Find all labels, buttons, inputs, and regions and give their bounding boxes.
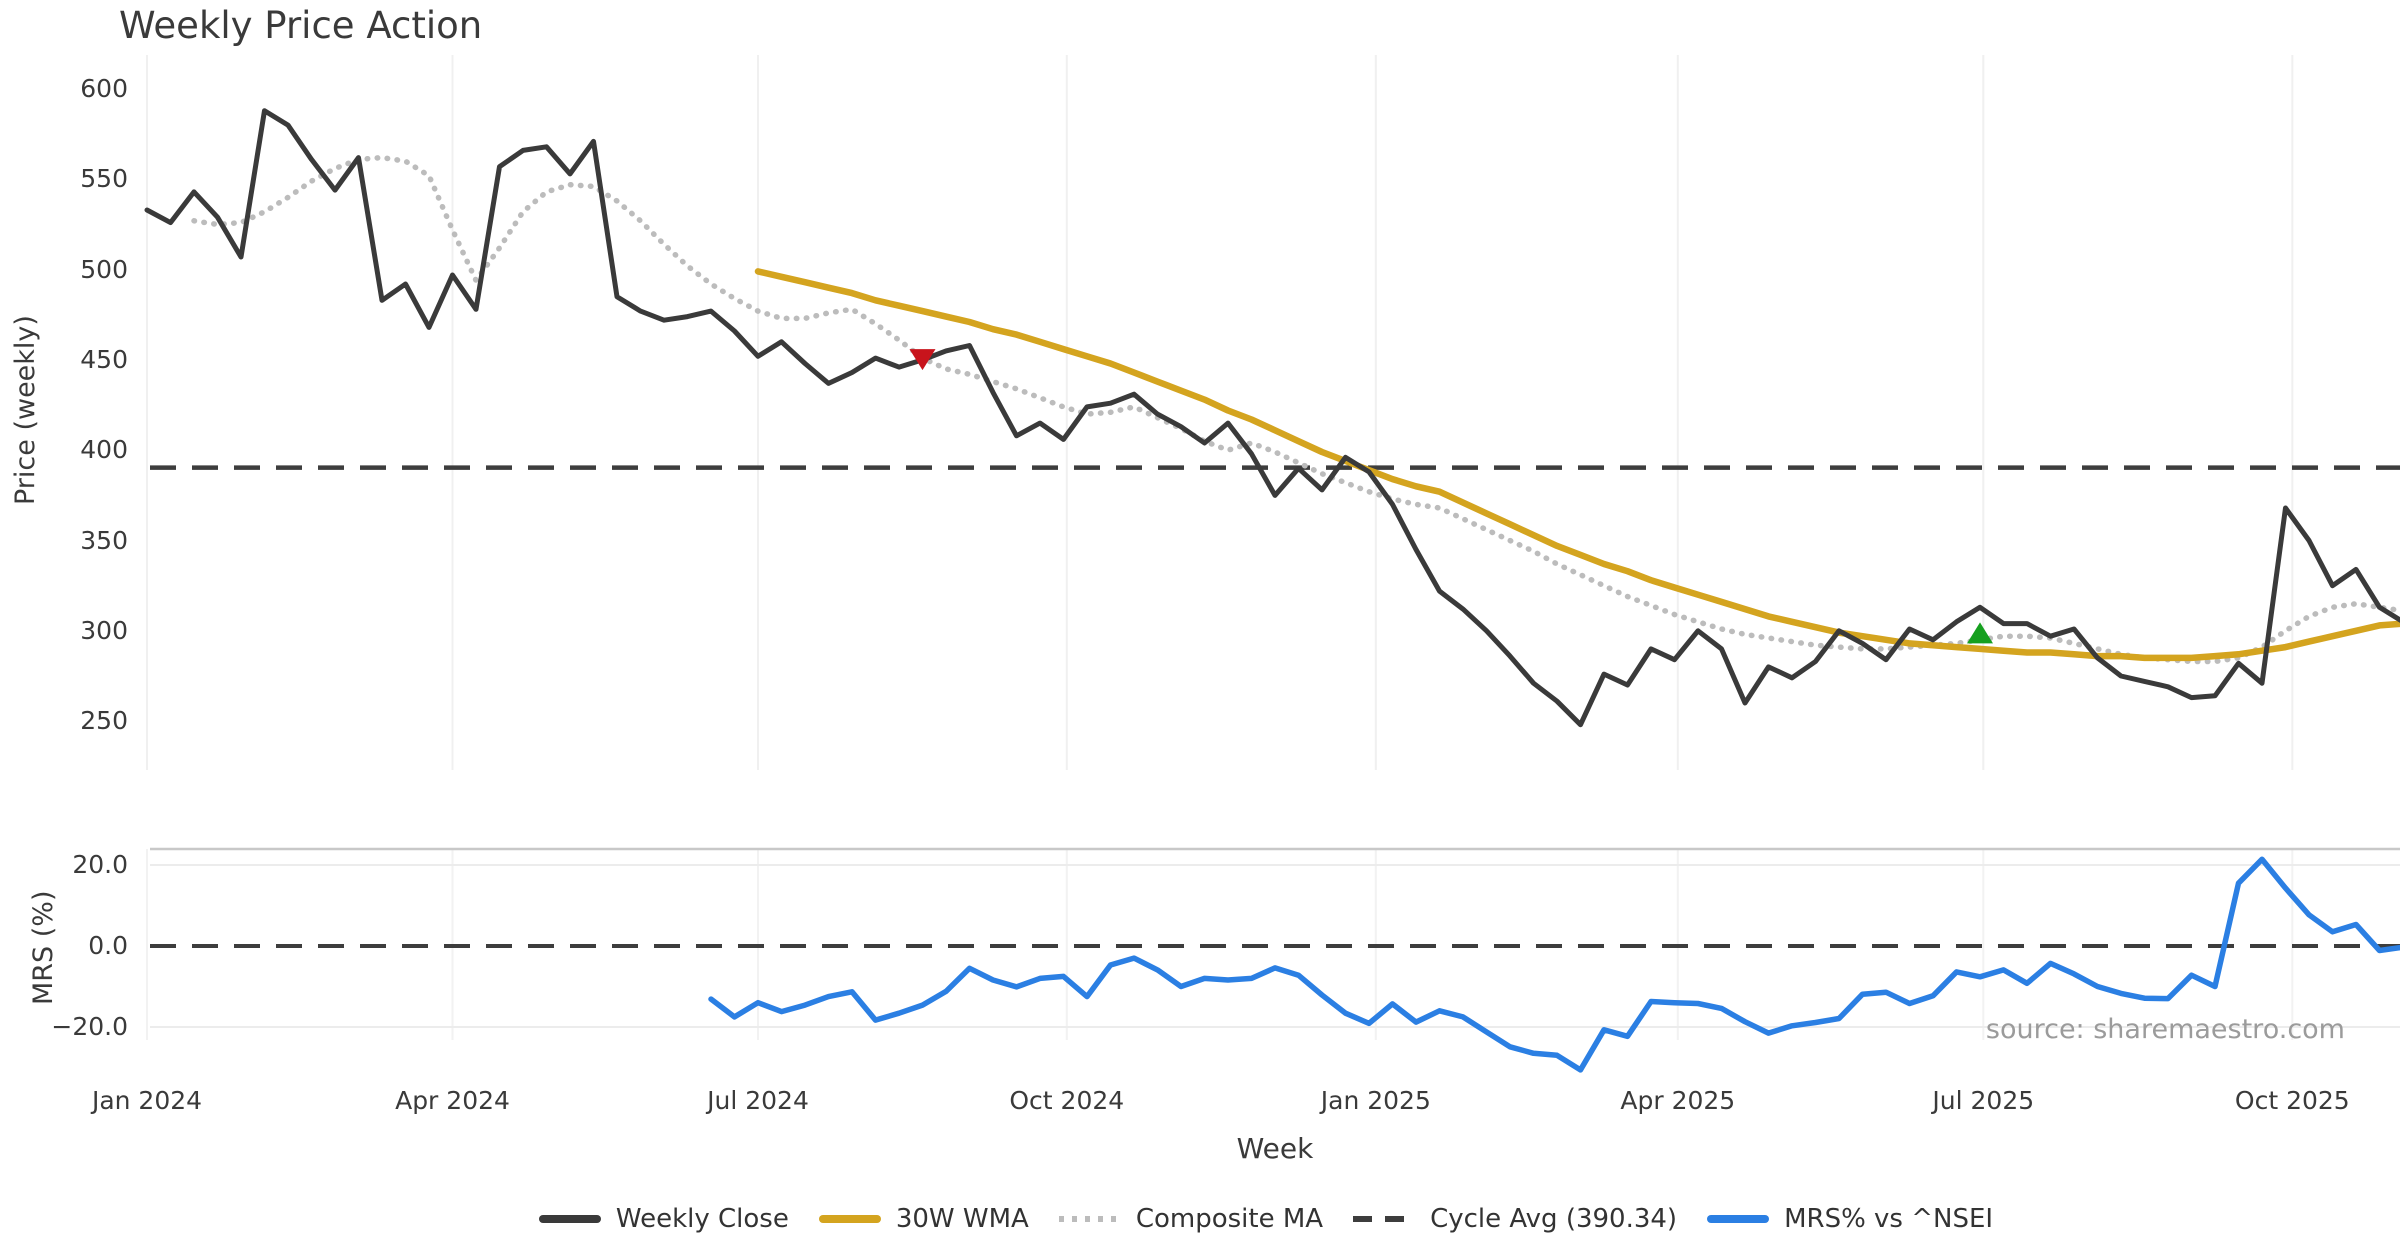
- x-tick-label: Jul 2024: [707, 1086, 809, 1115]
- sell-marker-icon: [909, 349, 936, 371]
- mrs-line: [708, 856, 2400, 1073]
- wma-line: [754, 268, 2400, 662]
- price-tick-label: 500: [80, 254, 128, 284]
- weekly-close-line: [144, 108, 2400, 728]
- price-tick-label: 400: [80, 435, 128, 465]
- mrs-tick-label: 0.0: [88, 931, 128, 960]
- x-tick-label: Jan 2025: [1320, 1086, 1431, 1115]
- x-tick-label: Jul 2025: [1932, 1086, 2035, 1115]
- legend-item-cycle-avg-390-34: Cycle Avg (390.34): [1353, 1204, 1677, 1234]
- price-tick-label: 250: [80, 706, 128, 736]
- legend-item-mrs-vs-nsei: MRS% vs ^NSEI: [1707, 1204, 1993, 1234]
- x-axis-label: Week: [1236, 1132, 1314, 1165]
- price-tick-label: 600: [80, 74, 128, 103]
- x-tick-label: Oct 2024: [1009, 1086, 1125, 1115]
- legend-label: MRS% vs ^NSEI: [1784, 1204, 1994, 1234]
- legend-item-weekly-close: Weekly Close: [538, 1204, 789, 1234]
- price-tick-label: 300: [80, 615, 128, 645]
- legend-label: Weekly Close: [615, 1204, 789, 1234]
- price-tick-label: 450: [80, 344, 128, 374]
- composite-ma-line: [191, 154, 2400, 665]
- legend-item-30w-wma: 30W WMA: [818, 1204, 1029, 1234]
- legend-swatch-dashed-icon: [1353, 1216, 1416, 1222]
- legend-swatch-dotted-icon: [1058, 1216, 1121, 1222]
- mrs-tick-label: 20.0: [72, 850, 128, 879]
- price-tick-label: 350: [80, 525, 128, 555]
- buy-marker-icon: [1967, 622, 1993, 644]
- legend-label: Cycle Avg (390.34): [1430, 1204, 1678, 1234]
- legend-item-composite-ma: Composite MA: [1058, 1204, 1324, 1234]
- price-tick-label: 550: [80, 164, 128, 194]
- legend: Weekly Close 30W WMA Composite MA Cycle Avg…: [132, 1204, 2400, 1234]
- chart-title: Weekly Price Action: [119, 4, 483, 47]
- legend-swatch-solid-icon: [818, 1215, 881, 1223]
- legend-swatch-solid-icon: [1707, 1215, 1770, 1223]
- x-tick-label: Jan 2024: [91, 1086, 203, 1115]
- legend-label: 30W WMA: [895, 1204, 1029, 1234]
- x-tick-label: Apr 2025: [1620, 1086, 1736, 1115]
- legend-label: Composite MA: [1135, 1204, 1324, 1234]
- source-note: source: sharemaestro.com: [1985, 1014, 2345, 1045]
- mrs-tick-label: −20.0: [51, 1012, 128, 1041]
- x-tick-label: Apr 2024: [395, 1086, 510, 1115]
- x-tick-label: Oct 2025: [2234, 1086, 2350, 1115]
- legend-swatch-solid-icon: [538, 1215, 601, 1223]
